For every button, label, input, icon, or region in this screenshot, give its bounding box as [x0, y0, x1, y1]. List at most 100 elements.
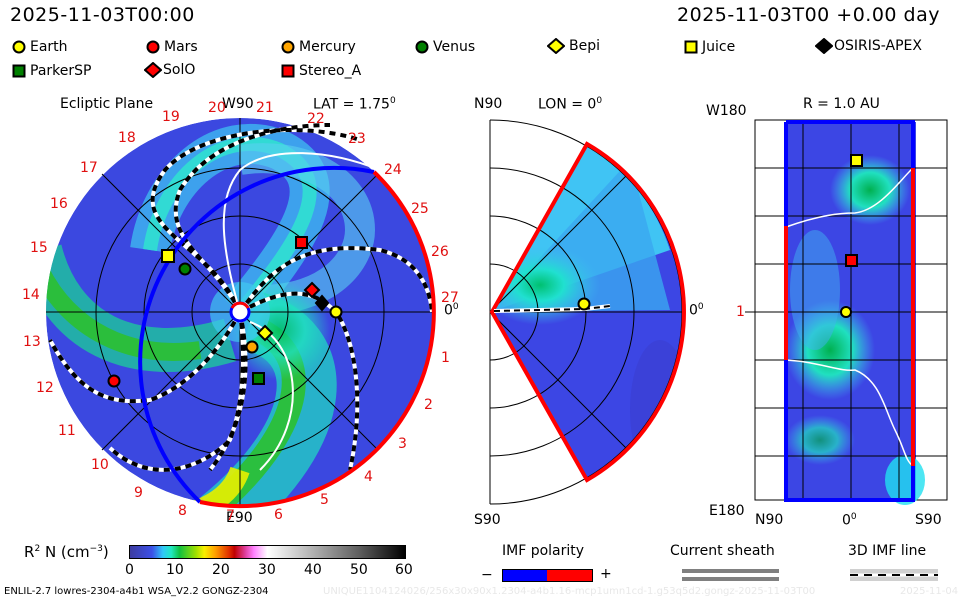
imf-line-title: 3D IMF line: [848, 543, 927, 559]
stereo-a-marker: [295, 236, 308, 249]
label-r: R: [24, 543, 35, 561]
legend-juice: Juice: [684, 39, 735, 55]
ecliptic-plane-plot: 1 2 3 4 5 6 7 8 9 10 11 12 13 14 15 16 1…: [22, 100, 459, 524]
radial-boundary-positive: [784, 168, 915, 466]
current-sheath-line-1: [682, 569, 779, 573]
svg-text:23: 23: [348, 131, 366, 147]
svg-text:26: 26: [431, 244, 449, 260]
venus-marker-icon: [415, 40, 429, 54]
meridional-bottom-label: S90: [474, 512, 501, 528]
ecliptic-lat-label: LAT = 1.750: [313, 96, 396, 113]
radial-top-left-label: W180: [706, 103, 747, 119]
degree-sup: 0: [850, 512, 857, 522]
svg-text:10: 10: [91, 457, 109, 473]
meridional-title: LON = 00: [538, 96, 602, 113]
svg-text:8: 8: [178, 503, 187, 519]
earth-marker-icon: [12, 40, 26, 54]
imf-polarity-title: IMF polarity: [502, 543, 585, 559]
osiris-apex-marker: [314, 294, 330, 312]
run-id: UNIQUE1104124026/256x30x90x1.2304-a4b1.1…: [323, 586, 816, 597]
colorbar: [129, 545, 406, 559]
radial-mid-label: 1: [736, 304, 745, 320]
svg-text:3: 3: [398, 436, 407, 452]
lat-value: LAT = 1.75: [313, 96, 390, 113]
juice-marker: [161, 249, 175, 263]
meridional-top-label: N90: [474, 96, 503, 112]
zero-label: 0: [842, 512, 851, 529]
legend-label: Venus: [433, 39, 476, 55]
zero-label: 0: [689, 302, 698, 319]
label-sup: 2: [34, 544, 41, 554]
imf-minus-label: −: [481, 567, 493, 583]
osiris-apex-marker-icon: [815, 38, 833, 54]
earth-marker: [840, 306, 852, 318]
svg-text:16: 16: [50, 196, 68, 212]
svg-text:1: 1: [441, 350, 450, 366]
solo-marker: [303, 281, 321, 299]
ecliptic-title: Ecliptic Plane: [60, 96, 154, 112]
svg-text:19: 19: [162, 109, 180, 125]
degree-sup: 0: [389, 96, 396, 106]
colorbar-tick: 60: [395, 562, 413, 578]
legend-label: OSIRIS-APEX: [834, 38, 922, 54]
legend-label: Earth: [30, 39, 68, 55]
legend-label: ParkerSP: [30, 63, 92, 79]
legend-bepi: Bepi: [547, 38, 600, 54]
svg-text:5: 5: [320, 492, 329, 508]
degree-sup: 0: [596, 96, 603, 106]
svg-text:11: 11: [58, 423, 76, 439]
parkersp-marker: [252, 372, 265, 385]
ecliptic-bottom-label: E90: [226, 510, 253, 526]
radial-density: [785, 122, 925, 505]
svg-text:15: 15: [30, 240, 48, 256]
svg-text:6: 6: [274, 507, 283, 523]
current-sheath-line-2: [682, 577, 779, 581]
svg-text:20: 20: [208, 100, 226, 116]
radial-title: R = 1.0 AU: [803, 96, 880, 112]
day-tick-labels: 1 2 3 4 5 6 7 8 9 10 11 12 13 14 15 16 1…: [22, 100, 459, 524]
ecliptic-top-label: W90: [222, 96, 254, 112]
label-close: ): [102, 543, 109, 561]
svg-text:22: 22: [307, 111, 325, 127]
polarity-boundary-positive: [199, 170, 436, 509]
legend-mercury: Mercury: [281, 39, 356, 55]
colorbar-tick: 40: [304, 562, 322, 578]
label-n: N (cm: [40, 543, 90, 561]
mars-marker: [107, 374, 121, 388]
svg-text:25: 25: [411, 201, 429, 217]
mercury-marker-icon: [281, 40, 295, 54]
radial-x-label-0: 00: [842, 512, 857, 529]
colorbar-tick: 10: [166, 562, 184, 578]
radial-bottom-left-label: E180: [709, 503, 745, 519]
svg-text:17: 17: [80, 160, 98, 176]
zero-label: 0: [444, 302, 453, 319]
svg-text:14: 14: [22, 287, 40, 303]
svg-text:12: 12: [36, 380, 54, 396]
legend-earth: Earth: [12, 39, 68, 55]
meridional-plot: [489, 119, 686, 505]
bepi-marker-icon: [547, 38, 565, 54]
svg-text:13: 13: [23, 334, 41, 350]
earth-marker: [577, 297, 591, 311]
juice-marker: [850, 154, 863, 167]
label-exp: −3: [89, 544, 103, 554]
imf-field-lines: [48, 123, 434, 472]
mercury-marker: [245, 340, 259, 354]
legend-label: Bepi: [569, 38, 600, 54]
radial-current-sheath: [785, 167, 914, 467]
stereo-a-marker-icon: [281, 64, 295, 78]
imf-plus-label: +: [600, 566, 612, 582]
imf-positive-swatch: [547, 569, 593, 582]
radial-shell-plot: [745, 119, 948, 505]
legend-label: SolO: [163, 62, 196, 78]
datetime-left: 2025-11-03T00:00: [10, 4, 195, 26]
venus-marker: [178, 262, 192, 276]
earth-marker: [329, 305, 343, 319]
imf-line-swatch: [850, 569, 938, 581]
model-info: ENLIL-2.7 lowres-2304-a4b1 WSA_V2.2 GONG…: [4, 586, 269, 597]
lon-value: LON = 0: [538, 96, 597, 113]
meridional-density: [490, 144, 684, 480]
stereo-a-marker: [845, 254, 858, 267]
imf-negative-swatch: [502, 569, 548, 582]
radial-boundary-negative: [784, 120, 915, 502]
